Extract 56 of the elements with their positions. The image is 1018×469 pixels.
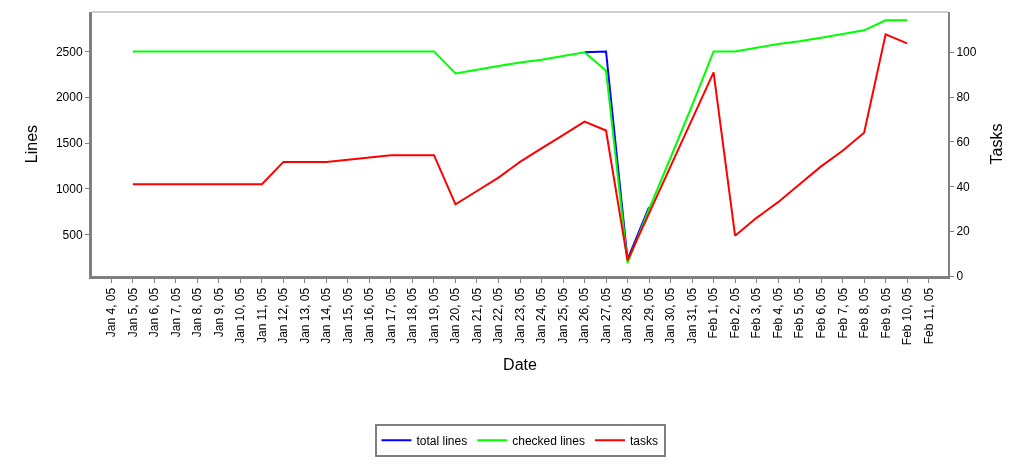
x-tick-label: Jan 9, 05: [211, 287, 226, 338]
x-tick-label: Jan 26, 05: [577, 287, 592, 344]
x-tick-label: Jan 22, 05: [491, 287, 506, 344]
y-axis-title: Lines: [22, 124, 40, 164]
x-tick-label: Jan 27, 05: [598, 287, 613, 344]
y2-tick-label: 20: [956, 224, 971, 239]
x-tick-label: Jan 6, 05: [147, 287, 162, 338]
x-tick-label: Jan 20, 05: [448, 287, 463, 344]
x-tick-label: Jan 16, 05: [362, 287, 377, 344]
y-tick-label: 1500: [55, 136, 83, 151]
y2-tick-label: 40: [956, 179, 971, 194]
y2-tick-label: 100: [956, 45, 977, 60]
x-tick-label: Jan 30, 05: [663, 287, 678, 344]
x-tick-label: Jan 24, 05: [534, 287, 549, 344]
x-tick-label: Jan 10, 05: [233, 287, 248, 344]
x-tick-label: Feb 9, 05: [878, 287, 893, 339]
x-tick-label: Jan 8, 05: [190, 287, 205, 338]
x-tick-label: Feb 2, 05: [727, 287, 742, 339]
x-tick-label: Feb 5, 05: [792, 287, 807, 339]
x-tick-label: Jan 12, 05: [276, 287, 291, 344]
x-axis-title: Date: [503, 355, 537, 373]
x-tick-label: Feb 8, 05: [857, 287, 872, 339]
x-tick-label: Feb 11, 05: [921, 287, 936, 345]
legend-label: tasks: [629, 434, 658, 449]
x-tick-label: Jan 18, 05: [405, 287, 420, 344]
x-tick-label: Jan 19, 05: [426, 287, 441, 344]
x-tick-label: Jan 23, 05: [512, 287, 527, 344]
y-tick-label: 2000: [55, 90, 83, 105]
x-tick-label: Feb 4, 05: [770, 287, 785, 339]
y2-axis-title: Tasks: [987, 123, 1005, 165]
x-tick-label: Jan 14, 05: [319, 287, 334, 344]
legend-label: checked lines: [512, 434, 585, 449]
x-tick-label: Jan 21, 05: [469, 287, 484, 344]
x-tick-label: Jan 17, 05: [383, 287, 398, 344]
x-tick-label: Jan 28, 05: [620, 287, 635, 344]
x-tick-label: Jan 31, 05: [684, 287, 699, 344]
y-tick-label: 2500: [55, 44, 83, 59]
x-tick-label: Feb 1, 05: [706, 287, 721, 339]
y2-tick-label: 80: [956, 90, 971, 105]
y2-tick-label: 0: [956, 269, 964, 284]
x-tick-label: Feb 3, 05: [749, 287, 764, 339]
y-tick-label: 1000: [55, 182, 83, 197]
y2-tick-label: 60: [956, 134, 971, 149]
x-tick-label: Jan 29, 05: [641, 287, 656, 344]
x-tick-label: Jan 7, 05: [168, 287, 183, 338]
x-tick-label: Jan 4, 05: [104, 287, 119, 338]
x-tick-label: Jan 13, 05: [297, 287, 312, 344]
y-tick-label: 500: [62, 227, 83, 242]
x-tick-label: Jan 11, 05: [254, 287, 269, 343]
x-tick-label: Jan 5, 05: [125, 287, 140, 338]
x-tick-label: Feb 7, 05: [835, 287, 850, 339]
legend-label: total lines: [416, 434, 468, 449]
x-tick-label: Jan 25, 05: [555, 287, 570, 344]
x-tick-label: Feb 10, 05: [900, 287, 915, 346]
x-tick-label: Feb 6, 05: [814, 287, 829, 339]
x-tick-label: Jan 15, 05: [340, 287, 355, 344]
